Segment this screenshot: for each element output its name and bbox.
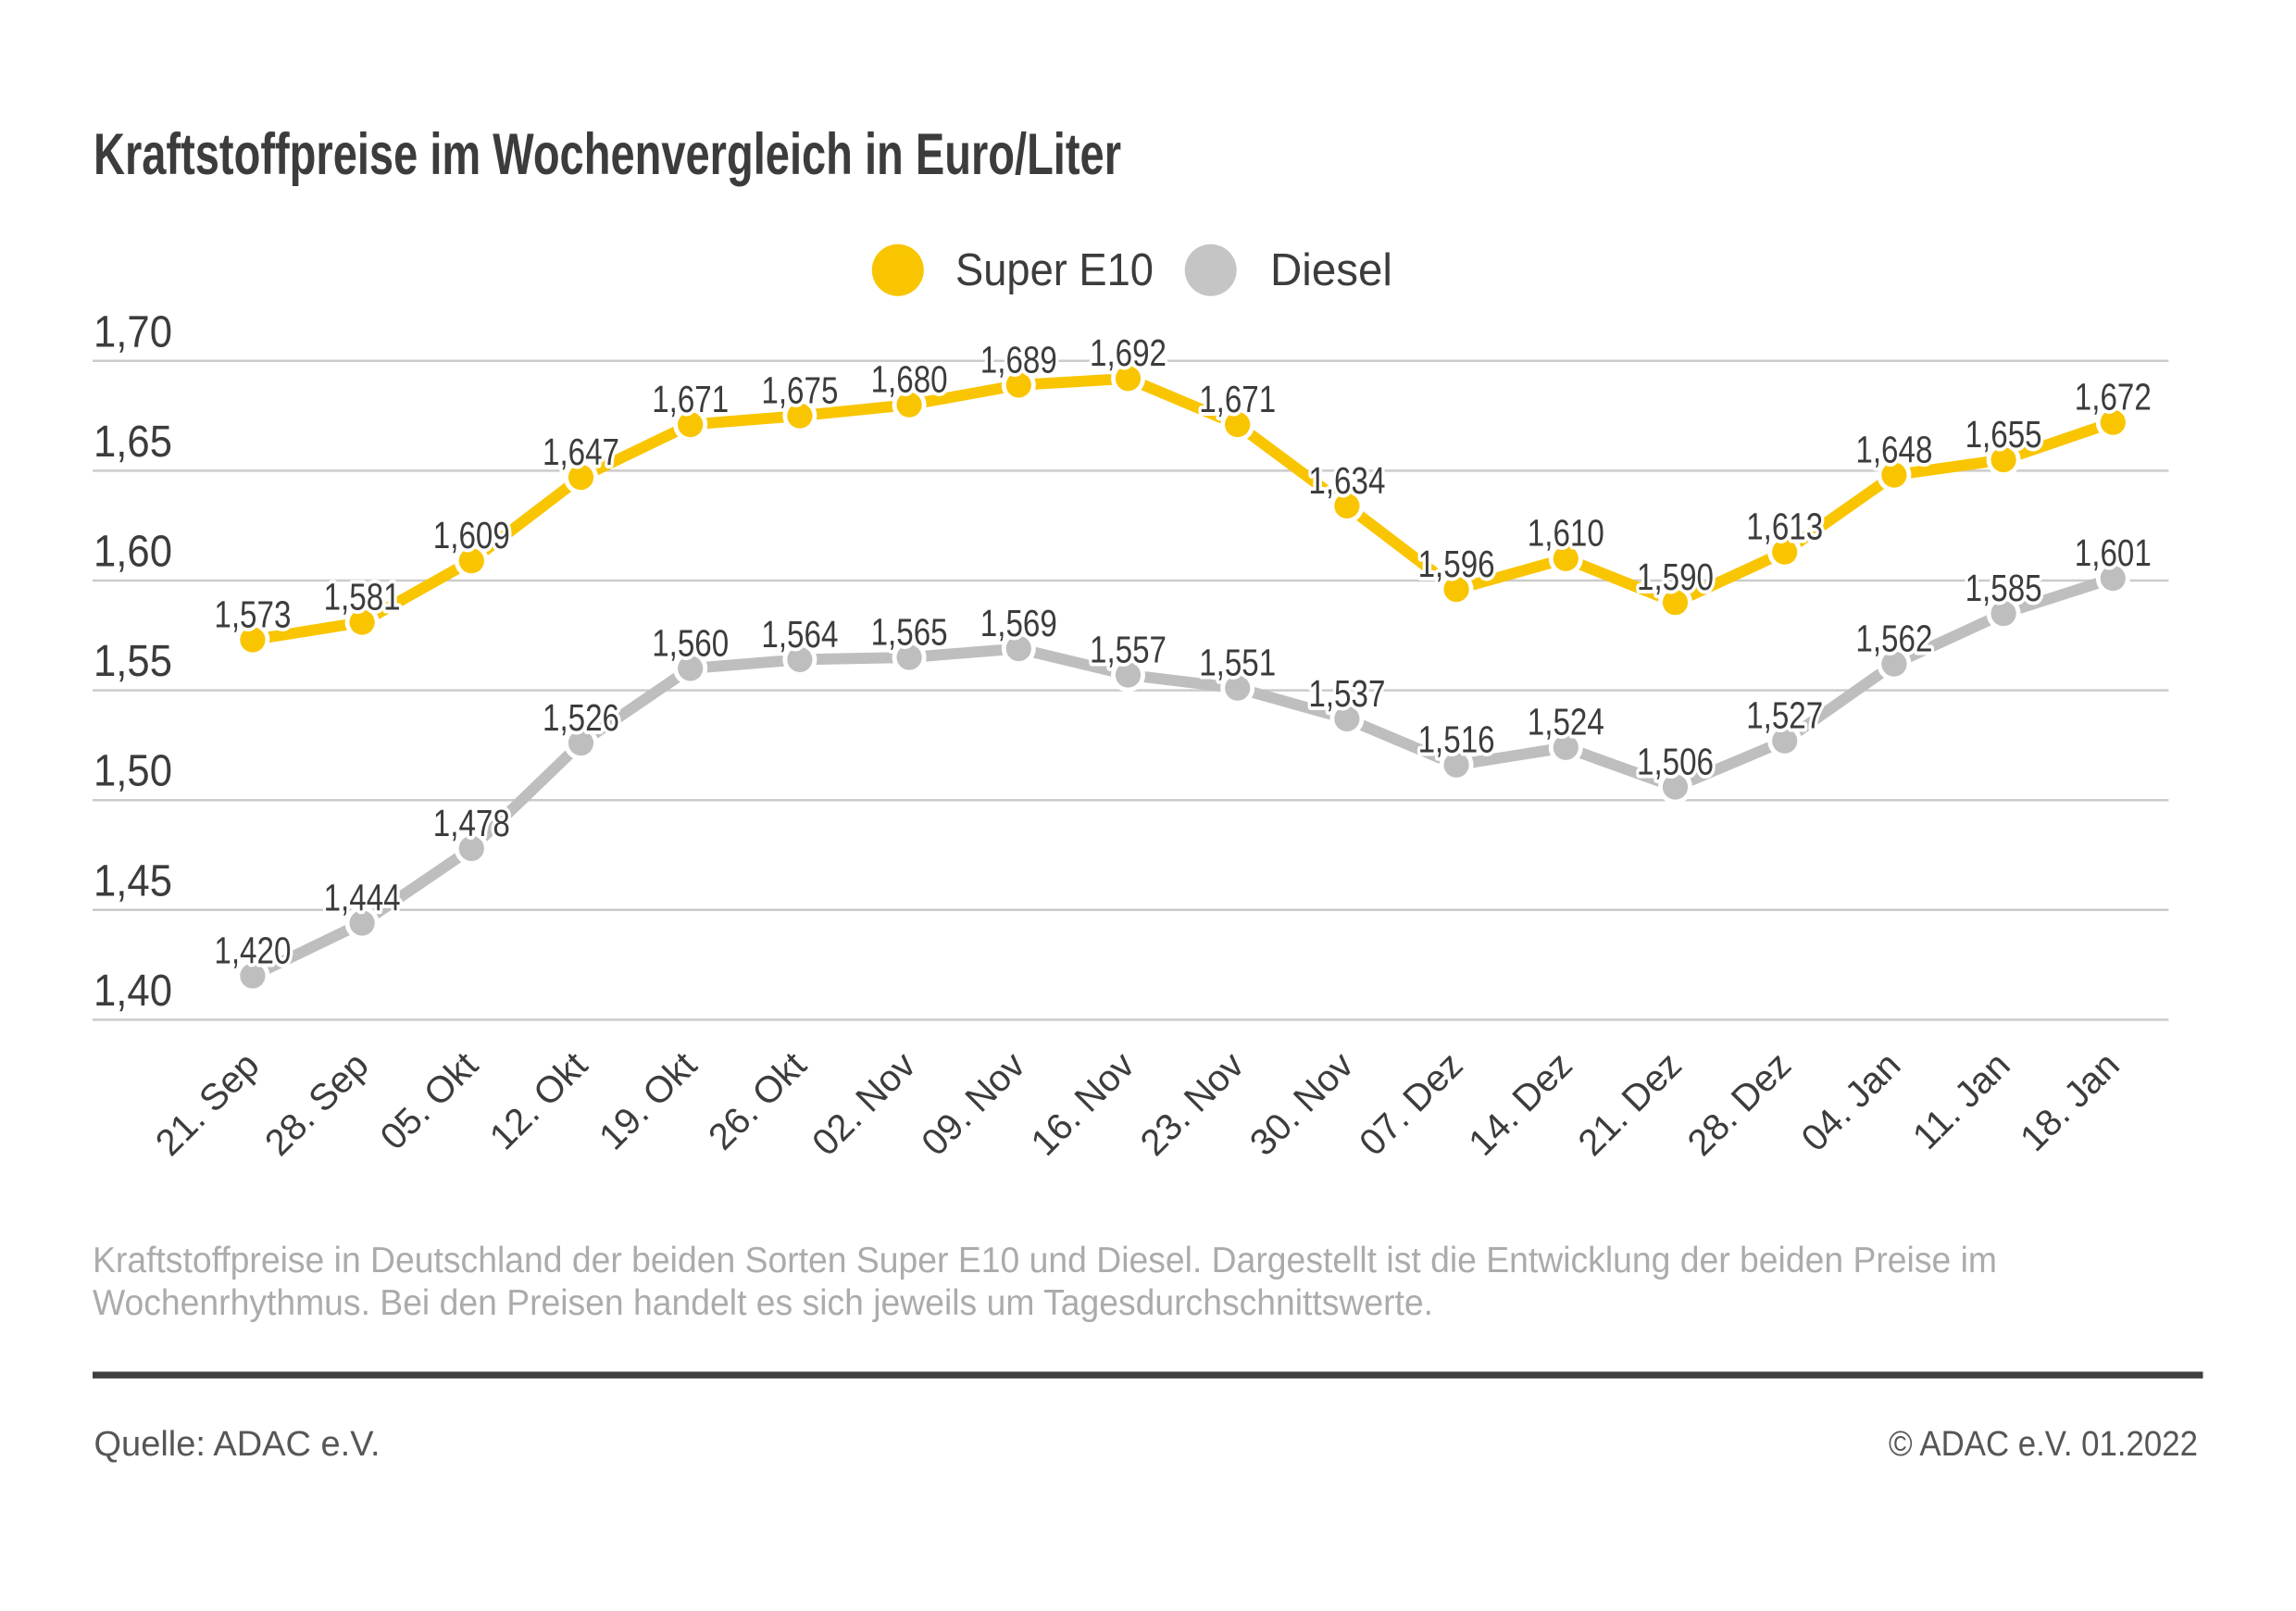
- svg-text:Wochenrhythmus. Bei den Preise: Wochenrhythmus. Bei den Preisen handelt …: [93, 1283, 1433, 1323]
- svg-text:1,516: 1,516: [1418, 718, 1495, 761]
- svg-text:1,648: 1,648: [1855, 429, 1932, 471]
- svg-text:Kraftstoffpreise in Deutschlan: Kraftstoffpreise in Deutschland der beid…: [93, 1241, 1997, 1280]
- svg-text:1,562: 1,562: [1855, 618, 1932, 660]
- svg-text:1,526: 1,526: [543, 696, 619, 739]
- svg-text:1,60: 1,60: [94, 528, 172, 577]
- svg-text:1,671: 1,671: [652, 378, 729, 420]
- svg-text:Diesel: Diesel: [1270, 245, 1392, 295]
- svg-text:1,444: 1,444: [324, 876, 401, 918]
- svg-text:1,613: 1,613: [1746, 506, 1823, 548]
- svg-text:1,671: 1,671: [1199, 378, 1276, 420]
- svg-text:1,675: 1,675: [761, 369, 838, 412]
- svg-text:Kraftstoffpreise im Wochenverg: Kraftstoffpreise im Wochenvergleich in E…: [94, 122, 1121, 187]
- svg-text:1,655: 1,655: [1965, 413, 2042, 456]
- svg-text:1,672: 1,672: [2075, 376, 2152, 418]
- svg-text:1,689: 1,689: [980, 338, 1057, 381]
- svg-text:1,557: 1,557: [1090, 628, 1167, 670]
- svg-text:1,50: 1,50: [94, 747, 172, 796]
- svg-text:1,596: 1,596: [1418, 543, 1495, 585]
- svg-text:1,585: 1,585: [1965, 567, 2042, 609]
- svg-text:1,692: 1,692: [1090, 331, 1167, 374]
- svg-text:1,506: 1,506: [1637, 740, 1714, 782]
- svg-text:1,527: 1,527: [1746, 694, 1823, 737]
- svg-text:1,564: 1,564: [761, 613, 838, 656]
- svg-text:1,581: 1,581: [324, 576, 401, 618]
- svg-text:1,420: 1,420: [214, 929, 291, 971]
- svg-text:1,565: 1,565: [871, 610, 948, 653]
- svg-text:1,610: 1,610: [1528, 512, 1604, 555]
- svg-text:1,573: 1,573: [214, 593, 291, 635]
- svg-text:1,551: 1,551: [1199, 642, 1276, 684]
- svg-text:1,590: 1,590: [1637, 556, 1714, 598]
- svg-text:1,478: 1,478: [433, 802, 510, 844]
- svg-text:1,70: 1,70: [94, 307, 172, 356]
- svg-text:1,601: 1,601: [2075, 531, 2152, 574]
- svg-text:1,680: 1,680: [871, 358, 948, 401]
- svg-text:© ADAC e.V. 01.2022: © ADAC e.V. 01.2022: [1889, 1425, 2198, 1464]
- svg-text:1,55: 1,55: [94, 637, 172, 686]
- svg-text:1,45: 1,45: [94, 856, 172, 905]
- svg-text:1,40: 1,40: [94, 967, 172, 1016]
- svg-text:1,65: 1,65: [94, 418, 172, 467]
- svg-text:1,569: 1,569: [980, 602, 1057, 644]
- svg-text:1,634: 1,634: [1308, 459, 1385, 502]
- svg-text:1,560: 1,560: [652, 621, 729, 664]
- svg-text:1,524: 1,524: [1528, 701, 1604, 743]
- svg-text:1,609: 1,609: [433, 514, 510, 556]
- svg-text:Super E10: Super E10: [955, 245, 1154, 295]
- svg-text:1,537: 1,537: [1308, 672, 1385, 715]
- svg-text:1,647: 1,647: [543, 431, 619, 473]
- svg-text:Quelle: ADAC e.V.: Quelle: ADAC e.V.: [94, 1425, 381, 1464]
